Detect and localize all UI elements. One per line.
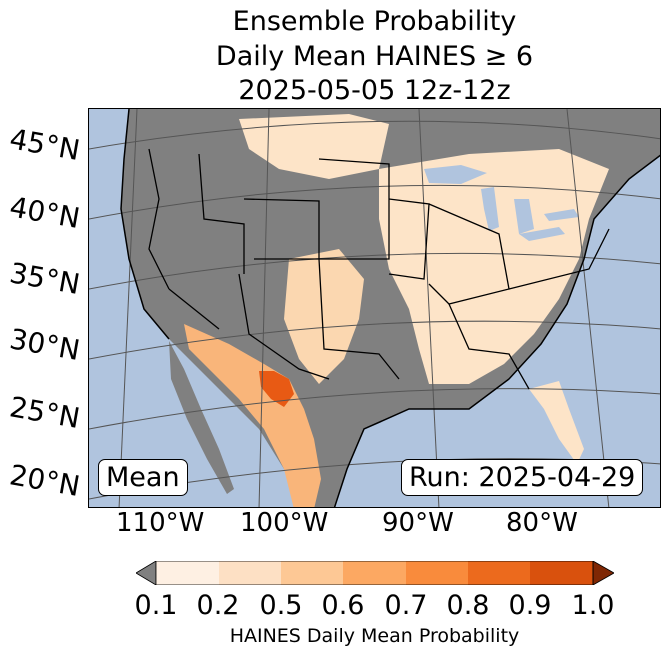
colorbar-bin-6 — [468, 561, 530, 585]
lat-label-40: 40°N — [7, 190, 83, 236]
colorbar-tick-1.0: 1.0 — [571, 590, 615, 621]
lon-label-90: 90°W — [382, 508, 454, 538]
colorbar-tick-0.7: 0.7 — [384, 590, 428, 621]
florida — [529, 381, 584, 464]
map-canvas — [89, 109, 660, 507]
colorbar-under-arrow — [136, 561, 157, 585]
baja-peninsula — [169, 341, 234, 494]
colorbar-bin-3 — [281, 561, 343, 585]
colorbar-tick-0.2: 0.2 — [196, 590, 240, 621]
colorbar — [136, 561, 614, 585]
colorbar-tick-0.1: 0.1 — [134, 590, 178, 621]
colorbar-tick-0.9: 0.9 — [508, 590, 552, 621]
lat-label-25: 25°N — [7, 390, 83, 436]
colorbar-bin-4 — [343, 561, 406, 585]
graticule — [89, 109, 660, 507]
colorbar-tick-0.8: 0.8 — [446, 590, 490, 621]
lat-label-35: 35°N — [7, 256, 83, 302]
great-lakes — [424, 165, 579, 241]
map-panel — [88, 108, 661, 508]
chart-title-line1: Ensemble Probability — [232, 6, 517, 37]
lon-label-80: 80°W — [506, 508, 578, 538]
lon-label-110: 110°W — [116, 508, 205, 538]
prob-area-north — [239, 114, 389, 179]
colorbar-tick-0.6: 0.6 — [321, 590, 365, 621]
colorbar-bin-1 — [156, 561, 219, 585]
run-label-box: Run: 2025-04-29 — [401, 459, 644, 496]
lat-label-45: 45°N — [7, 122, 83, 168]
chart-title-line2: Daily Mean HAINES ≥ 6 — [215, 41, 534, 72]
coastline — [120, 109, 660, 507]
colorbar-tick-0.5: 0.5 — [259, 590, 303, 621]
colorbar-bin-5 — [406, 561, 468, 585]
prob-area-southwest — [184, 324, 321, 507]
lat-label-30: 30°N — [7, 322, 83, 368]
colorbar-label: HAINES Daily Mean Probability — [229, 625, 520, 647]
state-borders — [148, 148, 610, 390]
prob-area-hotspot — [259, 371, 294, 407]
chart-title-line3: 2025-05-05 12z-12z — [238, 75, 511, 106]
colorbar-bin-7 — [530, 561, 593, 585]
colorbar-bin-2 — [219, 561, 281, 585]
lon-label-100: 100°W — [240, 508, 329, 538]
mean-label-box: Mean — [98, 459, 188, 496]
colorbar-over-arrow — [592, 561, 614, 585]
lat-label-20: 20°N — [7, 458, 83, 504]
